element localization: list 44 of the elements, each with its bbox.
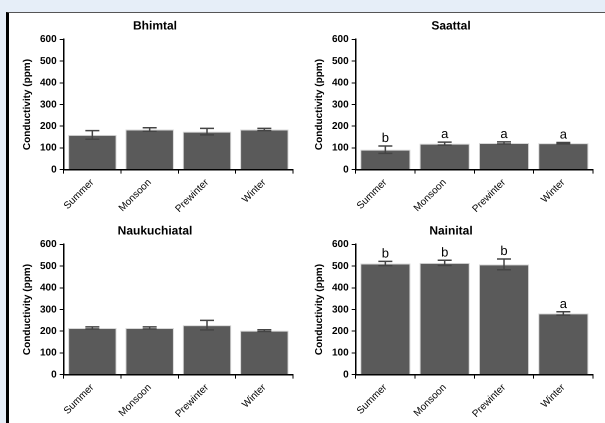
y-tick-label: 300: [332, 99, 350, 110]
y-tick-label: 100: [40, 348, 58, 359]
annotation: b: [500, 243, 508, 258]
y-tick-label: 400: [332, 282, 350, 294]
y-tick-label: 300: [332, 304, 350, 316]
y-tick-label: 300: [40, 99, 58, 110]
y-tick-label: 400: [40, 282, 58, 294]
annotation: b: [382, 130, 389, 146]
annotation: b: [382, 245, 389, 260]
annotation: a: [560, 126, 568, 142]
y-tick-label: 600: [40, 34, 58, 46]
y-tick-label: 200: [332, 120, 350, 132]
y-tick-label: 500: [40, 260, 58, 272]
y-tick-label: 0: [343, 369, 350, 380]
chart-title: Nainital: [429, 224, 473, 238]
chart-title: Saattal: [431, 18, 471, 33]
y-tick-label: 500: [332, 56, 350, 67]
y-tick-label: 200: [40, 326, 58, 337]
y-tick-label: 200: [40, 120, 58, 132]
y-axis-title: Conductivity (ppm): [22, 264, 33, 356]
annotation: a: [500, 126, 508, 141]
y-tick-label: 600: [332, 239, 350, 250]
y-tick-label: 400: [40, 78, 58, 89]
annotation: a: [560, 296, 568, 311]
y-tick-label: 200: [332, 326, 350, 337]
y-tick-label: 100: [40, 142, 58, 154]
y-tick-label: 0: [51, 164, 58, 176]
y-axis-title: Conductivity (ppm): [314, 264, 325, 356]
y-tick-label: 500: [332, 260, 350, 272]
y-tick-label: 0: [51, 369, 58, 380]
y-axis-title: Conductivity (ppm): [22, 58, 33, 150]
y-tick-label: 500: [40, 56, 58, 67]
y-tick-label: 400: [332, 78, 350, 89]
y-tick-label: 300: [40, 304, 58, 316]
y-tick-label: 100: [332, 348, 350, 359]
y-tick-label: 600: [332, 34, 350, 46]
annotation: a: [441, 126, 450, 142]
y-tick-label: 100: [332, 142, 350, 154]
annotation: b: [441, 244, 448, 260]
y-axis-title: Conductivity (ppm): [314, 58, 325, 150]
y-tick-label: 0: [343, 164, 350, 176]
chart-title: Naukuchiatal: [118, 224, 192, 238]
chart-title: Bhimtal: [132, 18, 178, 33]
y-tick-label: 600: [40, 239, 58, 250]
